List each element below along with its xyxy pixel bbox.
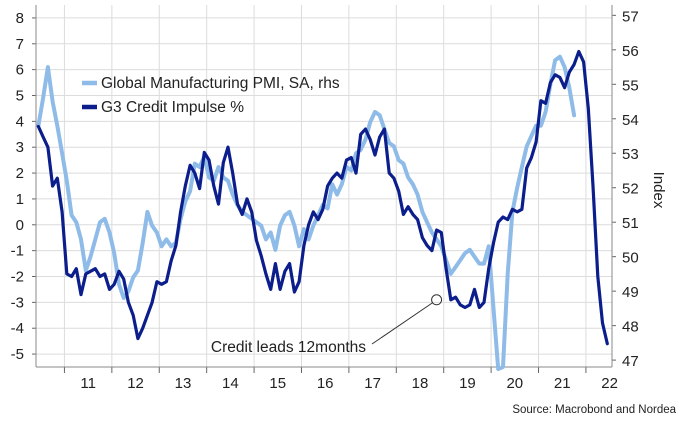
left-tick-label: 4 [16, 113, 24, 130]
x-tick-label: 11 [80, 375, 96, 392]
x-tick-label: 22 [601, 375, 618, 392]
right-tick-label: 49 [622, 284, 639, 301]
axes [32, 5, 616, 373]
legend-label-pmi: Global Manufacturing PMI, SA, rhs [101, 75, 340, 92]
left-tick-label: -1 [11, 243, 24, 260]
series-line-credit-impulse [36, 49, 609, 346]
right-tick-label: 47 [622, 353, 639, 370]
x-tick-label: 17 [364, 375, 381, 392]
left-tick-label: -3 [11, 294, 24, 311]
right-tick-label: 50 [622, 250, 639, 267]
left-tick-label: 0 [16, 217, 24, 234]
x-tick-label: 21 [554, 375, 571, 392]
x-tick-label: 15 [269, 375, 286, 392]
left-tick-label: -4 [11, 320, 24, 337]
source-note: Source: Macrobond and Nordea [512, 404, 676, 416]
annotation-text: Credit leads 12months [211, 339, 366, 356]
right-tick-label: 57 [622, 8, 639, 25]
legend-label-credit: G3 Credit Impulse % [101, 99, 244, 116]
left-tick-label: 8 [16, 10, 24, 27]
series-layer [36, 49, 609, 371]
annotation: Credit leads 12months [211, 294, 443, 356]
x-tick-label: 12 [127, 375, 144, 392]
x-tick-label: 20 [506, 375, 523, 392]
right-tick-label: 52 [622, 181, 639, 198]
annotation-leader-line [371, 302, 433, 345]
x-tick-label: 14 [222, 375, 239, 392]
annotation-marker [431, 294, 443, 306]
right-tick-label: 51 [622, 215, 639, 232]
x-tick-label: 18 [412, 375, 429, 392]
right-tick-label: 55 [622, 77, 639, 94]
left-tick-label: -2 [11, 269, 24, 286]
left-tick-label: 2 [16, 165, 24, 182]
left-tick-label: 6 [16, 62, 24, 79]
x-tick-label: 16 [317, 375, 334, 392]
left-tick-label: 7 [16, 36, 24, 53]
left-tick-label: 3 [16, 139, 24, 156]
left-tick-label: -5 [11, 346, 24, 363]
x-tick-label: 13 [175, 375, 192, 392]
legend: Global Manufacturing PMI, SA, rhs G3 Cre… [82, 75, 340, 116]
right-axis-title: Index [650, 172, 667, 209]
right-tick-label: 56 [622, 43, 639, 60]
right-tick-label: 53 [622, 146, 639, 163]
right-tick-label: 48 [622, 319, 639, 336]
left-tick-label: 1 [16, 191, 24, 208]
left-tick-label: 5 [16, 88, 24, 105]
tick-labels: 876543210-1-2-3-4-5575655545352515049484… [11, 8, 639, 392]
x-tick-label: 19 [459, 375, 476, 392]
right-tick-label: 54 [622, 112, 639, 129]
